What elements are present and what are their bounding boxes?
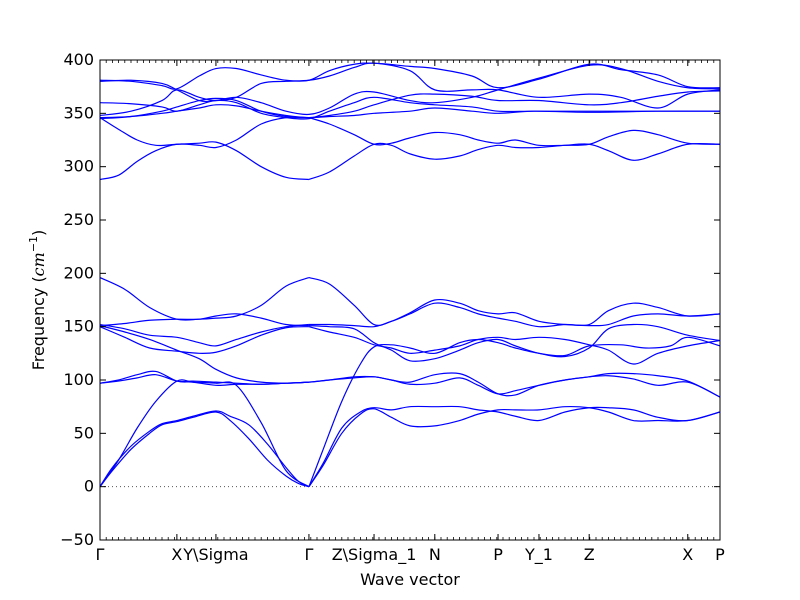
- x-tick-label: Γ: [96, 545, 105, 564]
- branch-line-26: [100, 62, 720, 90]
- x-tick-label: Y_1: [524, 545, 553, 565]
- branch-line-24: [100, 62, 720, 117]
- branch-line-9: [100, 326, 309, 355]
- branch-line-2: [100, 410, 310, 488]
- y-tick-label: 100: [63, 370, 94, 389]
- branch-line-17: [308, 326, 720, 365]
- y-tick-label: 0: [84, 477, 94, 496]
- phonon-branches: [100, 62, 720, 488]
- branch-line-19: [100, 117, 309, 181]
- branch-line-8: [100, 372, 720, 398]
- branch-line-7: [100, 370, 720, 398]
- plot-frame: [99, 59, 721, 541]
- x-axis-label: Wave vector: [360, 570, 460, 589]
- x-tick-label: Z: [584, 545, 595, 564]
- branch-line-20: [308, 142, 720, 181]
- branch-line-3: [100, 379, 310, 488]
- branch-line-6: [308, 336, 720, 487]
- branch-line-27: [100, 90, 720, 120]
- branch-line-1: [100, 411, 310, 488]
- y-tick-label: 50: [74, 423, 94, 442]
- branch-line-10: [100, 325, 309, 384]
- branch-line-13: [100, 313, 309, 327]
- x-tick-label: N: [429, 545, 441, 564]
- x-tick-label: X: [171, 545, 182, 564]
- y-tick-label: −50: [60, 530, 94, 549]
- branch-line-11: [100, 323, 309, 347]
- y-tick-label: 250: [63, 210, 94, 229]
- branch-line-14: [308, 277, 720, 328]
- x-axis-ticks: Γ X Y\Sigma Γ Z\Sigma_1 N P Y_1 Z X P: [96, 60, 725, 565]
- y-axis-ticks: −50 0 50 100 150 200 250 300 350 400: [60, 50, 720, 549]
- y-tick-label: 350: [63, 103, 94, 122]
- x-tick-label: Γ: [304, 545, 313, 564]
- branch-line-21: [308, 117, 720, 147]
- y-tick-label: 200: [63, 263, 94, 282]
- branch-line-16: [308, 323, 720, 362]
- branch-line-23: [100, 96, 720, 120]
- x-tick-label: Y\Sigma: [182, 545, 248, 564]
- branch-line-18: [100, 116, 309, 181]
- x-tick-label: P: [493, 545, 503, 564]
- y-tick-label: 300: [63, 157, 94, 176]
- branch-line-15: [308, 298, 720, 328]
- x-tick-label: Z\Sigma_1: [332, 545, 417, 565]
- x-tick-label: P: [715, 545, 725, 564]
- y-tick-label: 400: [63, 50, 94, 69]
- branch-line-4: [308, 405, 720, 488]
- y-tick-label: 150: [63, 317, 94, 336]
- x-tick-label: X: [682, 545, 693, 564]
- branch-line-5: [308, 405, 720, 487]
- branch-line-12: [100, 277, 310, 321]
- y-axis-label: Frequency (cm−1): [27, 230, 48, 371]
